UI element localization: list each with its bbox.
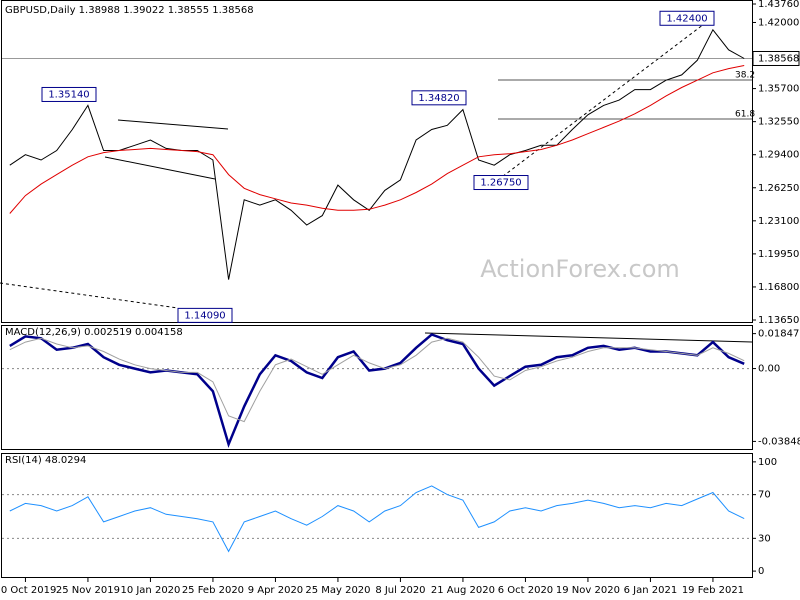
y-tick-label: 100	[758, 457, 777, 468]
macd-panel	[1, 325, 753, 450]
x-tick-label: 25 May 2020	[305, 585, 370, 596]
annotation-box	[659, 10, 715, 26]
x-tick-label: 8 Jul 2020	[375, 585, 425, 596]
annotation-label: 1.42400	[666, 13, 707, 24]
y-tick-label: 1.16800	[758, 282, 799, 293]
y-tick-label: 1.29400	[758, 150, 799, 161]
x-tick-label: 19 Feb 2021	[682, 585, 744, 596]
y-tick-label: 1.42000	[758, 17, 799, 28]
panel-title: GBPUSD,Daily 1.38988 1.39022 1.38555 1.3…	[5, 5, 254, 16]
y-tick-label: 1.26250	[758, 183, 799, 194]
series-line	[9, 65, 745, 214]
x-tick-label: 25 Feb 2020	[182, 585, 244, 596]
x-tick-label: 21 Aug 2020	[431, 585, 495, 596]
y-tick-label: 1.23100	[758, 216, 799, 227]
price-box	[752, 50, 800, 66]
price-label: 1.38568	[758, 53, 799, 64]
y-tick-label: 1.19950	[758, 249, 799, 260]
annotation-label: 1.34820	[418, 93, 459, 104]
trendline	[104, 156, 216, 180]
series-line	[9, 337, 745, 423]
annotation-box	[177, 307, 233, 323]
annotation-box	[411, 90, 467, 106]
y-tick-label: 70	[758, 490, 771, 501]
x-tick-label: 10 Jan 2020	[120, 585, 180, 596]
x-tick-label: 19 Nov 2020	[556, 585, 620, 596]
x-tick-label: 6 Oct 2020	[498, 585, 553, 596]
y-tick-label: 1.43760	[758, 0, 799, 10]
annotation-label: 1.35140	[48, 89, 89, 100]
series-line	[9, 333, 745, 449]
panel-title: RSI(14) 48.0294	[5, 455, 86, 466]
y-tick-label: 0.018471	[758, 329, 800, 340]
x-tick-label: 9 Apr 2020	[248, 585, 303, 596]
y-tick-label: 0	[758, 566, 764, 577]
y-tick-label: 0.00	[758, 364, 780, 375]
y-tick-label: 1.35700	[758, 84, 799, 95]
y-tick-label: 1.13650	[758, 315, 799, 326]
y-tick-label: 1.32550	[758, 117, 799, 128]
price-panel	[1, 0, 753, 323]
rsi-panel	[1, 453, 753, 578]
panel-title: MACD(12,26,9) 0.002519 0.004158	[5, 327, 183, 338]
y-tick-label: -0.038486	[758, 436, 800, 447]
series-line	[9, 28, 745, 280]
series-line	[9, 485, 745, 553]
x-tick-label: 6 Jan 2021	[624, 585, 678, 596]
annotation-box	[41, 86, 97, 102]
fib-label: 38.2	[735, 70, 755, 80]
fib-label: 61.8	[735, 110, 755, 120]
trendline	[117, 119, 229, 130]
annotation-box	[473, 175, 529, 191]
annotation-label: 1.14090	[184, 310, 225, 321]
trendline	[497, 17, 713, 181]
x-tick-label: 10 Oct 2019	[0, 585, 56, 596]
annotation-label: 1.26750	[480, 178, 521, 189]
y-tick-label: 30	[758, 533, 771, 544]
trendline	[424, 332, 753, 343]
watermark: ActionForex.com	[480, 255, 680, 283]
x-tick-label: 25 Nov 2019	[56, 585, 120, 596]
